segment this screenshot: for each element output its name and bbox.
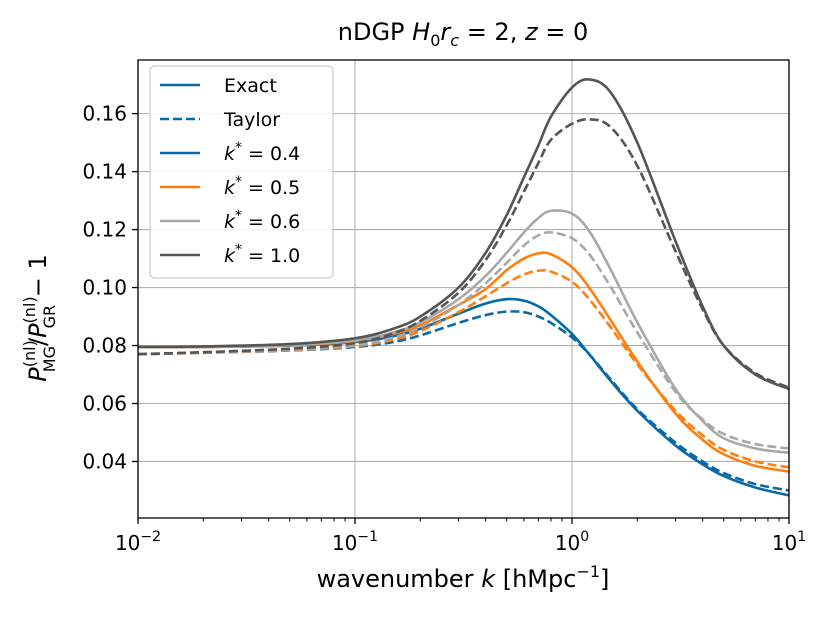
x-tick-label: 10−1 — [332, 529, 378, 555]
x-tick-label: 10−2 — [115, 529, 161, 555]
series-line-taylor-k-1-0 — [137, 118, 790, 389]
series-line-taylor-k-0-6 — [137, 231, 790, 450]
legend-box — [149, 65, 334, 279]
x-tick-label: 101 — [772, 529, 806, 555]
y-tick-label: 0.12 — [82, 218, 127, 242]
series-line-taylor-k-0-4 — [137, 310, 790, 492]
ticks: 10−2 10−1 100 101 0.04 0.06 0.08 0.10 0.12 0.14 0.… — [82, 102, 806, 555]
legend-label: k* = 1.0 — [224, 242, 300, 267]
series-line-taylor-k-0-5 — [137, 269, 790, 469]
chart-title: nDGP H0rc = 2, z = 0 — [338, 18, 588, 50]
plot-frame — [137, 59, 790, 519]
x-tick-label: 100 — [555, 529, 589, 555]
y-tick-label: 0.06 — [82, 392, 127, 416]
x-axis-label: wavenumber k [hMpc−1] — [317, 562, 610, 593]
y-tick-label: 0.14 — [82, 160, 127, 184]
y-tick-label: 0.10 — [82, 276, 127, 300]
series-line-exact-k-1-0 — [137, 78, 790, 391]
legend-label: Exact — [224, 75, 277, 97]
legend-label: Taylor — [223, 109, 280, 131]
legend-label: k* = 0.6 — [224, 208, 300, 233]
legend-label: k* = 0.4 — [224, 140, 300, 165]
y-tick-label: 0.16 — [82, 102, 127, 126]
y-axis-label: P(nl)MG/P(nl)GR − 1 — [20, 254, 59, 382]
y-tick-label: 0.04 — [82, 449, 127, 473]
legend-label: k* = 0.5 — [224, 174, 300, 199]
series-layer — [137, 78, 790, 497]
legend: Exact Taylor k* = 0.4 k* = 0.5 k* = 0.6 k* = … — [149, 65, 334, 279]
y-tick-label: 0.08 — [82, 334, 127, 358]
